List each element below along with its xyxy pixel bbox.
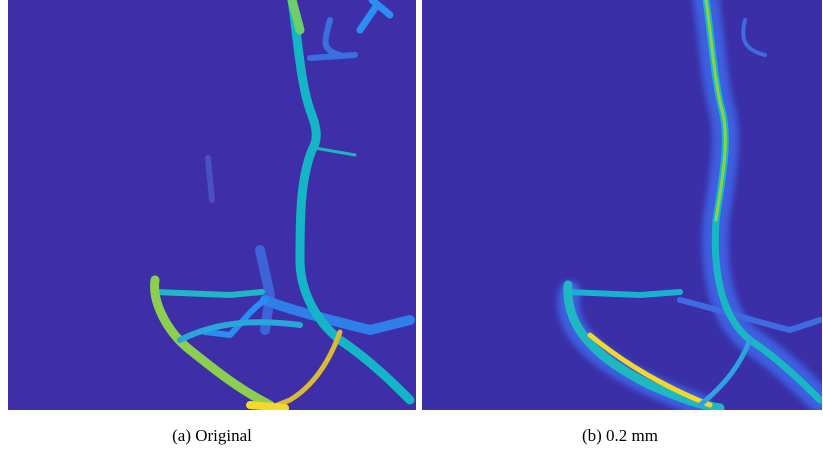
vessel [208,158,212,200]
page: (a) Original (b) 0.2 mm (() => { const d… [0,0,823,456]
vessel [155,292,262,295]
vessel [568,292,680,295]
caption: (a) Original [172,426,252,445]
panel-b-image [422,0,822,410]
caption: (b) 0.2 mm [582,426,658,445]
figure: (a) Original (b) 0.2 mm [0,0,823,456]
vessel [250,405,285,408]
panel-a-image [8,0,416,410]
